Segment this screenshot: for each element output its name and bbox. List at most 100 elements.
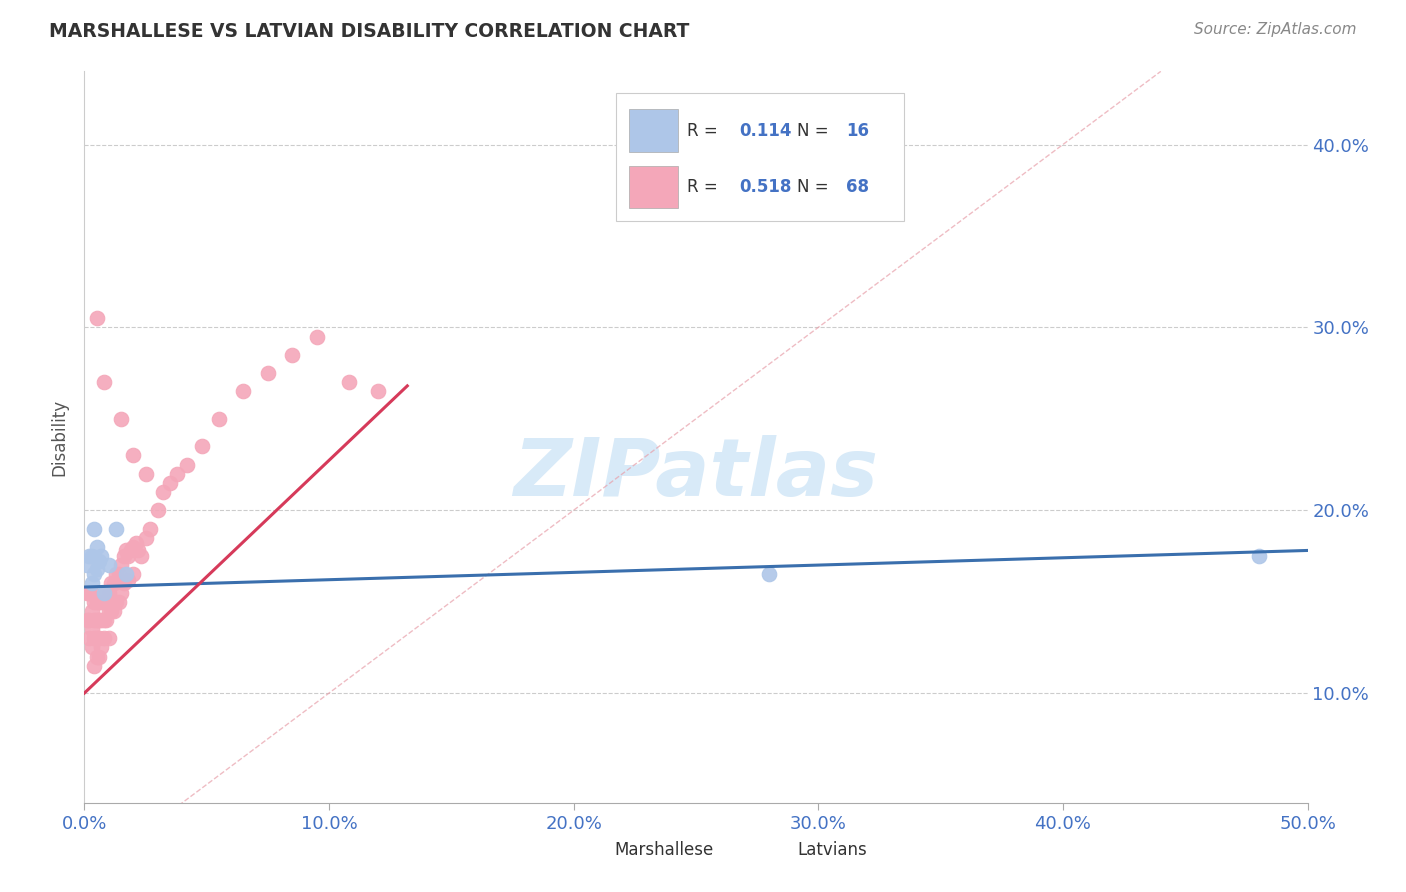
- Point: [129, 549, 152, 563]
- Point: [125, 536, 148, 550]
- Point: [86, 649, 108, 664]
- Point: [86, 311, 108, 326]
- Point: [87, 594, 110, 608]
- Point: [80, 640, 103, 655]
- Point: [139, 521, 162, 535]
- Point: [117, 549, 139, 563]
- FancyBboxPatch shape: [628, 166, 678, 208]
- Point: [86, 562, 108, 576]
- Point: [337, 375, 360, 389]
- Text: Source: ZipAtlas.com: Source: ZipAtlas.com: [1194, 22, 1357, 37]
- Point: [152, 485, 174, 500]
- Text: 68: 68: [846, 178, 869, 196]
- Point: [176, 458, 198, 472]
- Point: [115, 567, 138, 582]
- Text: R =: R =: [688, 121, 724, 140]
- Point: [105, 567, 128, 582]
- Point: [127, 543, 149, 558]
- Point: [115, 543, 138, 558]
- Point: [77, 585, 100, 599]
- Point: [112, 576, 135, 591]
- Text: 0.518: 0.518: [738, 178, 792, 196]
- Point: [110, 585, 132, 599]
- Point: [77, 613, 100, 627]
- Point: [87, 649, 110, 664]
- Point: [80, 576, 103, 591]
- Point: [110, 558, 132, 573]
- Point: [90, 613, 112, 627]
- Point: [93, 632, 115, 646]
- Point: [96, 613, 118, 627]
- Text: Latvians: Latvians: [797, 841, 868, 859]
- Point: [257, 366, 280, 380]
- Point: [96, 585, 118, 599]
- Point: [83, 594, 105, 608]
- Text: Marshallese: Marshallese: [614, 841, 713, 859]
- Point: [103, 576, 125, 591]
- Point: [105, 521, 128, 535]
- Point: [110, 412, 132, 426]
- Point: [86, 594, 108, 608]
- Point: [90, 594, 112, 608]
- Point: [86, 613, 108, 627]
- Point: [159, 475, 181, 490]
- Point: [100, 604, 122, 618]
- Point: [367, 384, 389, 399]
- Point: [135, 531, 157, 545]
- Point: [76, 613, 98, 627]
- Point: [107, 567, 129, 582]
- FancyBboxPatch shape: [568, 836, 605, 865]
- Point: [93, 585, 115, 599]
- Point: [97, 632, 120, 646]
- Text: 16: 16: [846, 121, 869, 140]
- Point: [112, 549, 135, 563]
- Point: [86, 540, 108, 554]
- Point: [120, 543, 142, 558]
- Point: [76, 585, 98, 599]
- Point: [83, 632, 105, 646]
- Point: [97, 585, 120, 599]
- Point: [122, 448, 145, 462]
- Point: [90, 549, 112, 563]
- Text: MARSHALLESE VS LATVIAN DISABILITY CORRELATION CHART: MARSHALLESE VS LATVIAN DISABILITY CORREL…: [49, 22, 689, 41]
- Point: [83, 567, 105, 582]
- Text: 0.114: 0.114: [738, 121, 792, 140]
- Point: [97, 604, 120, 618]
- Point: [80, 549, 103, 563]
- Point: [77, 549, 100, 563]
- Text: N =: N =: [797, 121, 834, 140]
- Point: [87, 632, 110, 646]
- Text: R =: R =: [688, 178, 724, 196]
- Point: [208, 412, 231, 426]
- Point: [83, 613, 105, 627]
- Point: [86, 632, 108, 646]
- Point: [87, 554, 110, 568]
- FancyBboxPatch shape: [616, 94, 904, 221]
- Point: [305, 329, 328, 343]
- Point: [135, 467, 157, 481]
- Point: [97, 558, 120, 573]
- Point: [1247, 549, 1270, 563]
- Text: N =: N =: [797, 178, 834, 196]
- Point: [105, 594, 128, 608]
- Text: ZIPatlas: ZIPatlas: [513, 434, 879, 513]
- Point: [100, 576, 122, 591]
- Point: [93, 375, 115, 389]
- Point: [93, 613, 115, 627]
- Point: [758, 567, 780, 582]
- Point: [103, 604, 125, 618]
- Point: [76, 558, 98, 573]
- Point: [146, 503, 169, 517]
- Point: [122, 567, 145, 582]
- Point: [80, 585, 103, 599]
- Point: [166, 467, 188, 481]
- Point: [281, 348, 304, 362]
- Point: [87, 613, 110, 627]
- Point: [83, 658, 105, 673]
- Point: [80, 604, 103, 618]
- FancyBboxPatch shape: [751, 836, 787, 865]
- Point: [122, 540, 145, 554]
- Point: [90, 640, 112, 655]
- Point: [232, 384, 254, 399]
- FancyBboxPatch shape: [628, 110, 678, 152]
